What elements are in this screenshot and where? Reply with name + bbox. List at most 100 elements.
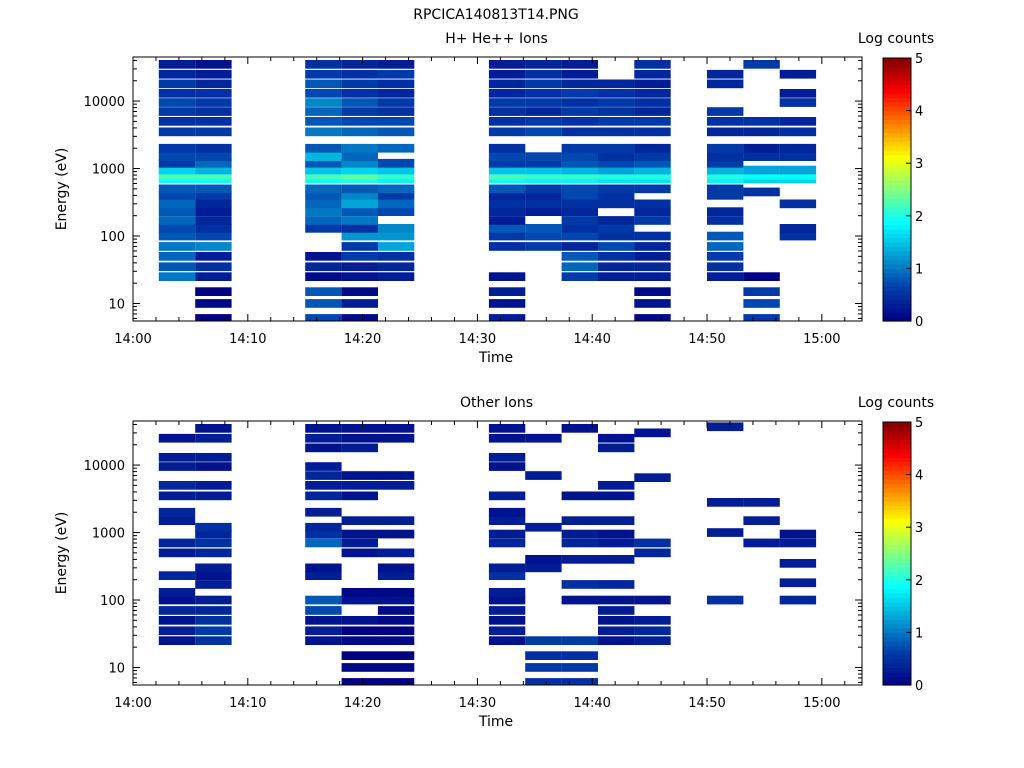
colorbar-tick-label: 0 — [915, 315, 923, 330]
heatmap-cell — [195, 79, 232, 89]
heatmap-cell — [341, 107, 378, 116]
heatmap-cell — [305, 170, 342, 180]
heatmap-cell — [341, 548, 378, 558]
colorbar-swatch — [883, 557, 911, 563]
heatmap-cell — [525, 678, 562, 685]
heatmap-cell — [707, 216, 744, 225]
heatmap-cell — [488, 516, 526, 525]
colorbar-swatch — [883, 88, 911, 94]
heatmap-cell — [525, 152, 562, 161]
y-tick-label: 1000 — [92, 527, 125, 542]
colorbar-swatch — [883, 632, 911, 638]
colorbar-swatch — [883, 141, 911, 147]
colorbar-swatch — [883, 307, 911, 313]
heatmap-cell — [525, 651, 562, 660]
heatmap-cell — [598, 626, 635, 636]
heatmap-cell — [341, 242, 378, 251]
heatmap-cell — [305, 626, 342, 636]
heatmap-cell — [158, 595, 196, 605]
heatmap-cell — [377, 79, 415, 89]
heatmap-cell — [341, 299, 378, 308]
heatmap-cell — [305, 69, 342, 79]
colorbar-swatch — [883, 566, 911, 572]
heatmap-cell — [377, 424, 415, 433]
colorbar-swatch — [883, 246, 911, 252]
heatmap-cell — [195, 98, 232, 107]
heatmap-cell — [195, 191, 232, 200]
heatmap-cell — [634, 165, 671, 175]
heatmap-cell — [488, 287, 526, 296]
colorbar-swatch — [883, 312, 911, 318]
heatmap-cell — [158, 433, 196, 443]
heatmap-cell — [561, 529, 598, 539]
heatmap-cell — [377, 636, 415, 645]
colorbar-swatch — [883, 654, 911, 660]
x-axis-label: Time — [478, 714, 513, 730]
heatmap-cell — [743, 117, 780, 126]
heatmap-cell — [341, 117, 378, 126]
heatmap-cell — [488, 314, 526, 321]
heatmap-cell — [341, 127, 378, 137]
heatmap-cell — [305, 287, 342, 296]
heatmap-cell — [598, 79, 635, 89]
heatmap-cell — [305, 191, 342, 200]
heatmap-cell — [158, 636, 196, 645]
heatmap-cell — [195, 626, 232, 636]
heatmap-cell — [488, 143, 526, 153]
heatmap-cell — [305, 462, 342, 471]
heatmap-cell — [488, 191, 526, 200]
heatmap-cell — [634, 538, 671, 548]
heatmap-cell — [561, 538, 598, 548]
colorbar-swatch — [883, 527, 911, 533]
colorbar-swatch — [883, 667, 911, 673]
heatmap-cell — [634, 98, 671, 107]
heatmap-cell — [341, 98, 378, 107]
heatmap-cell — [634, 616, 671, 625]
colorbar-swatch — [883, 422, 911, 427]
heatmap-cell — [195, 636, 232, 645]
heatmap-cell — [341, 595, 378, 605]
heatmap-cell — [634, 231, 671, 241]
colorbar-swatch — [883, 110, 911, 116]
colorbar-label: Log counts — [858, 31, 934, 47]
heatmap-cell — [341, 191, 378, 200]
heatmap-cell — [598, 98, 635, 107]
heatmap-cell — [195, 69, 232, 79]
heatmap-cell — [743, 187, 780, 197]
heatmap-cell — [743, 538, 780, 548]
y-tick-label: 10 — [108, 661, 125, 676]
colorbar-swatch — [883, 430, 911, 436]
heatmap-cell — [305, 216, 342, 225]
heatmap-cell — [158, 117, 196, 126]
x-tick-label: 15:00 — [803, 696, 840, 711]
y-tick-label: 10000 — [84, 95, 125, 110]
heatmap-cell — [377, 191, 415, 200]
colorbar-swatch — [883, 303, 911, 309]
heatmap-cell — [488, 588, 526, 597]
colorbar-swatch — [883, 299, 911, 305]
heatmap-cell — [195, 224, 232, 233]
heatmap-cell — [158, 272, 196, 281]
heatmap-cell — [195, 107, 232, 116]
heatmap-cell — [377, 571, 415, 580]
heatmap-cell — [525, 224, 562, 233]
colorbar-swatch — [883, 316, 911, 322]
heatmap-cell — [707, 422, 744, 432]
heatmap-cell — [377, 588, 415, 597]
heatmap-cell — [195, 216, 232, 225]
x-tick-label: 14:50 — [688, 332, 725, 347]
colorbar-swatch — [883, 237, 911, 243]
heatmap-cell — [707, 207, 744, 216]
heatmap-cell — [707, 117, 744, 126]
heatmap-cell — [195, 595, 232, 605]
heatmap-cell — [634, 314, 671, 321]
colorbar-swatch — [883, 448, 911, 454]
colorbar-swatch — [883, 645, 911, 651]
colorbar-swatch — [883, 97, 911, 103]
colorbar-swatch — [883, 452, 911, 458]
heatmap-cell — [779, 152, 817, 161]
heatmap-cell — [377, 231, 415, 241]
heatmap-cell — [195, 314, 232, 321]
heatmap-cell — [598, 184, 635, 194]
panel-title: H+ He++ Ions — [445, 31, 548, 47]
